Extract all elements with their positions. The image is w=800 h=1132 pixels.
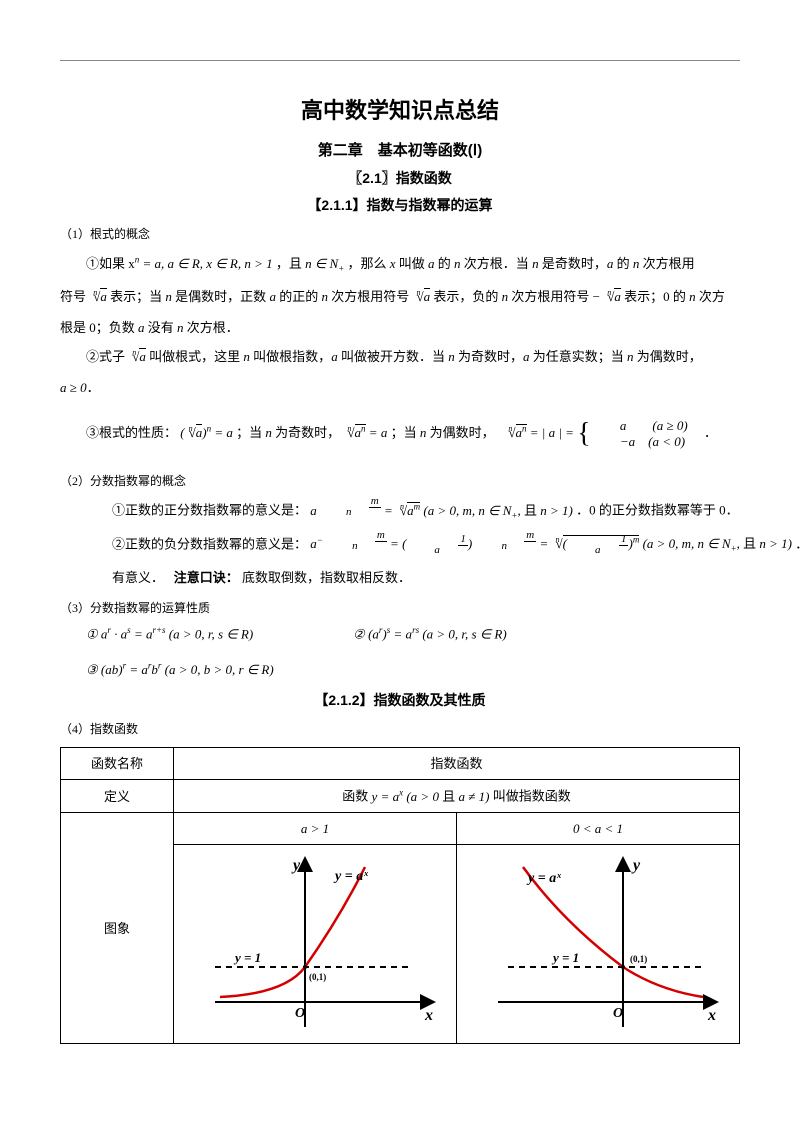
rule2: ② (ar)s = ars (a > 0, r, s ∈ R) [353, 622, 507, 646]
text: 有意义． [112, 570, 171, 585]
section4-label: （4）指数函数 [60, 719, 740, 741]
row-graph-label: 图象 [61, 813, 174, 1044]
note-label: 注意口诀： [174, 570, 239, 585]
svg-text:O: O [613, 1006, 623, 1021]
text: ①正数的正分数指数幂的意义是： [112, 503, 307, 518]
text: ． [691, 425, 717, 440]
subsection-2-1-1: 【2.1.1】指数与指数幂的运算 [60, 193, 740, 218]
section: 〖2.1〗指数函数 [60, 166, 740, 191]
s1-paragraph3: 根是 0；负数 a 没有 n 次方根． [60, 316, 740, 339]
graph-decreasing: y x O y = aˣ y = 1 (0,1) [457, 845, 740, 1044]
text: ；当 n 为偶数时， [391, 425, 502, 440]
text: 底数取倒数，指数取相反数． [242, 570, 411, 585]
graph-increasing: y x O y = aˣ y = 1 (0,1) [174, 845, 457, 1044]
svg-text:x: x [424, 1007, 433, 1024]
th-fn-name: 函数名称 [61, 747, 174, 779]
s2-paragraph1: ①正数的正分数指数幂的意义是： amn = n√am (a > 0, m, n … [60, 496, 740, 526]
svg-text:y = aˣ: y = aˣ [526, 871, 561, 886]
svg-text:(0,1): (0,1) [630, 954, 647, 964]
text: ②式子 [86, 349, 128, 364]
svg-text:y = aˣ: y = aˣ [333, 869, 368, 884]
svg-text:O: O [295, 1006, 305, 1021]
svg-text:(0,1): (0,1) [309, 972, 326, 982]
s1-paragraph4: ②式子 n√a 叫做根式，这里 n 叫做根指数，a 叫做被开方数．当 n 为奇数… [60, 343, 740, 372]
section3-label: （3）分数指数幂的运算性质 [60, 598, 740, 620]
text: ．0 的负分数指数幂没 [795, 536, 800, 551]
subsection-2-1-2: 【2.1.2】指数函数及其性质 [60, 688, 740, 713]
text: ②正数的负分数指数幂的意义是： [112, 536, 307, 551]
rule1: ① ar · as = ar+s (a > 0, r, s ∈ R) [86, 622, 253, 646]
svg-text:y = 1: y = 1 [233, 950, 261, 965]
text: 叫做根式，这里 n 叫做根指数，a 叫做被开方数．当 n 为奇数时，a 为任意实… [149, 349, 702, 364]
s1-paragraph6: ③根式的性质： (n√a)n = a ；当 n 为奇数时， n√an = a ；… [60, 403, 740, 465]
case-neg: −a (a < 0) [594, 434, 688, 450]
section1-label: （1）根式的概念 [60, 224, 740, 246]
row-def-content: 函数 y = ax (a > 0 且 a ≠ 1) 叫做指数函数 [174, 780, 740, 813]
cond-0-lt-a-lt-1: 0 < a < 1 [457, 813, 740, 845]
exp-function-table: 函数名称 指数函数 定义 函数 y = ax (a > 0 且 a ≠ 1) 叫… [60, 747, 740, 1045]
chapter: 第二章 基本初等函数(Ⅰ) [60, 137, 740, 164]
case-pos: a (a ≥ 0) [594, 418, 688, 434]
th-exp-fn: 指数函数 [174, 747, 740, 779]
svg-text:x: x [707, 1007, 716, 1024]
text: ． [87, 380, 100, 395]
text: ③根式的性质： [86, 425, 177, 440]
s1-paragraph2: 符号 n√a 表示；当 n 是偶数时，正数 a 的正的 n 次方根用符号 n√a… [60, 283, 740, 312]
rule3: ③ (ab)r = arbr (a > 0, b > 0, r ∈ R) [86, 656, 740, 685]
top-rule [60, 60, 740, 61]
row-def-label: 定义 [61, 780, 174, 813]
s2-paragraph3: 有意义． 注意口诀： 底数取倒数，指数取相反数． [112, 564, 740, 593]
text: ；当 n 为奇数时， [236, 425, 340, 440]
text: 表示；0 的 n 次方 [624, 289, 725, 304]
text: ①如果 [86, 256, 128, 271]
svg-text:y: y [631, 857, 641, 874]
svg-text:y: y [291, 857, 301, 874]
text: ．0 的正分数指数幂等于 0． [576, 503, 739, 518]
text: 符号 [60, 289, 89, 304]
text: ，那么 x 叫做 a 的 n 次方根．当 n 是奇数时，a 的 n 次方根用 [347, 256, 694, 271]
rules-row1: ① ar · as = ar+s (a > 0, r, s ∈ R) ② (ar… [86, 622, 740, 646]
section2-label: （2）分数指数幂的概念 [60, 471, 740, 493]
s1-paragraph1: ①如果 xn = a, a ∈ R, x ∈ R, n > 1 ，且 n ∈ N… [60, 250, 740, 279]
svg-text:y = 1: y = 1 [551, 950, 579, 965]
title: 高中数学知识点总结 [60, 91, 740, 131]
cond-a-gt-1: a > 1 [174, 813, 457, 845]
s2-paragraph2: ②正数的负分数指数幂的意义是： a−mn = (1a)mn = n√(1a)m … [60, 530, 740, 560]
text: ，且 [276, 256, 305, 271]
formula-a-geq-0: a ≥ 0 [60, 380, 87, 395]
text: 表示，负的 n 次方根用符号 − [433, 289, 600, 304]
s1-paragraph5: a ≥ 0． [60, 376, 740, 399]
text: 表示；当 n 是偶数时，正数 a 的正的 n 次方根用符号 [110, 289, 412, 304]
